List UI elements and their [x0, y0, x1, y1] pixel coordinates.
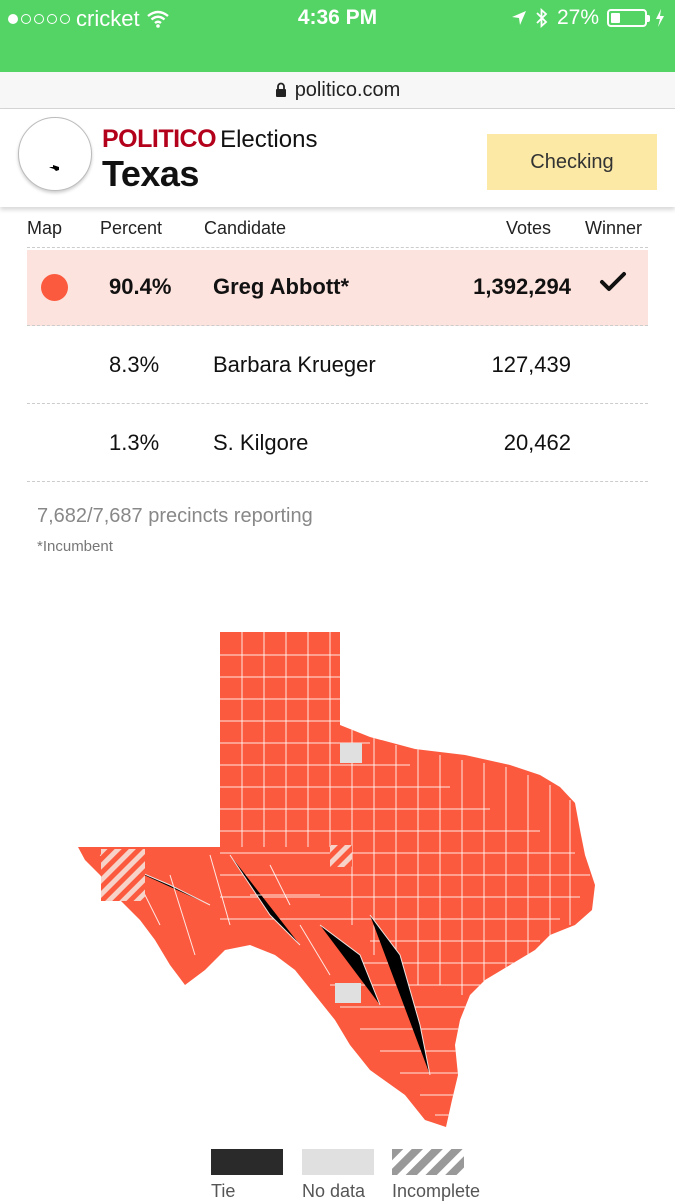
winner-check-icon — [600, 272, 626, 291]
page-title: Texas — [102, 153, 199, 194]
precincts-reporting: 7,682/7,687 precincts reporting — [37, 505, 313, 527]
divider — [27, 247, 648, 248]
candidate-percent: 1.3% — [109, 430, 160, 455]
table-row[interactable]: 8.3% Barbara Krueger 127,439 — [27, 328, 648, 404]
map-color-swatch — [41, 274, 68, 301]
address-bar[interactable]: politico.com — [0, 72, 675, 109]
battery-level — [611, 13, 620, 23]
column-winner: Winner — [585, 218, 643, 238]
column-votes: Votes — [506, 218, 552, 238]
table-row-winner[interactable]: 90.4% Greg Abbott* 1,392,294 — [27, 250, 648, 326]
legend-tie-label: Tie — [211, 1181, 236, 1201]
charging-bolt-icon — [656, 9, 664, 27]
incumbent-footnote: *Incumbent — [37, 538, 113, 555]
candidate-votes: 1,392,294 — [473, 274, 571, 299]
carrier-name: cricket — [76, 6, 140, 31]
column-map: Map — [27, 218, 63, 238]
status-bar: cricket 4:36 PM 27% — [0, 0, 675, 72]
status-right: 27% — [511, 6, 665, 30]
column-candidate: Candidate — [204, 218, 287, 238]
status-left: cricket — [8, 6, 170, 32]
legend-tie-swatch — [211, 1149, 283, 1175]
legend-incomplete-swatch — [392, 1149, 464, 1175]
results-table-header: Map Percent Candidate Votes Winner — [0, 215, 675, 245]
candidate-percent: 90.4% — [109, 274, 172, 299]
no-data-county — [340, 743, 362, 763]
elections-wordmark: Elections — [220, 126, 318, 153]
candidate-votes: 20,462 — [503, 430, 571, 455]
state-locator-button[interactable] — [18, 117, 92, 191]
no-data-county — [335, 983, 361, 1003]
county-map[interactable] — [70, 625, 610, 1135]
checking-button[interactable]: Checking — [487, 134, 657, 190]
column-percent: Percent — [100, 218, 163, 238]
lock-icon — [275, 82, 286, 97]
clock: 4:36 PM — [297, 6, 378, 29]
battery-icon — [607, 9, 650, 27]
candidate-name: Barbara Krueger — [213, 352, 376, 377]
legend-no-data-swatch — [302, 1149, 374, 1175]
location-arrow-icon — [511, 11, 526, 25]
battery-percent: 27% — [556, 6, 599, 29]
brand-logo[interactable]: POLITICO Elections — [102, 125, 317, 154]
texas-locator-icon — [49, 165, 59, 171]
county-borders — [99, 632, 590, 1116]
candidate-percent: 8.3% — [109, 352, 160, 377]
candidate-name: S. Kilgore — [213, 430, 309, 455]
bluetooth-icon — [536, 8, 548, 28]
url-text: politico.com — [294, 78, 401, 101]
incomplete-county — [101, 849, 145, 901]
politico-wordmark: POLITICO — [102, 125, 217, 153]
page-header: POLITICO Elections Texas Checking — [0, 109, 675, 207]
wifi-icon — [146, 10, 169, 28]
table-row[interactable]: 1.3% S. Kilgore 20,462 — [27, 406, 648, 482]
legend-incomplete-label: Incomplete — [392, 1181, 481, 1201]
signal-strength-icon — [8, 14, 70, 24]
incomplete-county — [330, 845, 352, 867]
candidate-name: Greg Abbott* — [213, 274, 350, 299]
legend-no-data-label: No data — [302, 1181, 366, 1201]
candidate-votes: 127,439 — [491, 352, 571, 377]
